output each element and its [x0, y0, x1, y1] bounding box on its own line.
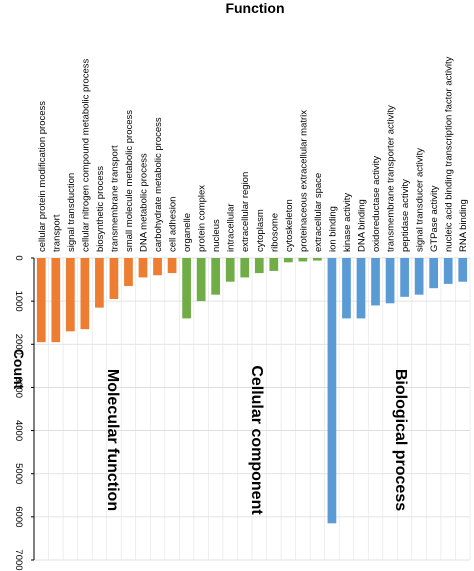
y-tick-label: 3000 — [13, 377, 24, 398]
category-label: kinase activity — [342, 193, 353, 252]
bar — [36, 258, 46, 343]
y-tick-label: 0 — [13, 255, 24, 260]
category-label: carbohydrate metabolic process — [153, 117, 164, 252]
category-label: biosynthetic process — [95, 166, 106, 252]
bar — [443, 258, 453, 284]
category-label: ion binding — [327, 206, 338, 252]
y-axis-title: Count — [11, 349, 27, 390]
bar — [225, 258, 235, 282]
bar — [429, 258, 439, 289]
bar — [342, 258, 351, 319]
category-label: nucleus — [211, 219, 222, 252]
category-label: transmembrane transporter activity — [386, 105, 397, 252]
category-label: cytoplasm — [255, 209, 266, 252]
bar — [196, 258, 206, 302]
bar — [51, 258, 61, 343]
bar — [109, 258, 119, 299]
bar — [240, 258, 250, 278]
y-tick-label: 7000 — [13, 549, 24, 570]
chart-title: Function — [225, 0, 284, 16]
series-annotation: Molecular function — [104, 369, 121, 511]
bar — [138, 258, 148, 278]
y-tick-label: 6000 — [13, 506, 24, 527]
bar — [211, 258, 221, 295]
bar — [124, 258, 133, 287]
bar — [80, 258, 90, 330]
y-axis: 0 1000 2000 3000 4000 5000 6000 7000 — [13, 255, 35, 571]
category-label: transport — [51, 214, 62, 252]
bar — [283, 258, 293, 263]
category-label: nucleic acid binding transcription facto… — [444, 56, 455, 252]
bar — [167, 258, 177, 274]
bar — [371, 258, 380, 306]
category-label: cell adhesion — [168, 197, 179, 252]
bar — [400, 258, 409, 297]
category-label: extracellular space — [313, 173, 324, 252]
category-label: oxidoreductase activity — [371, 156, 382, 252]
y-tick-label: 2000 — [13, 334, 24, 355]
bar — [327, 258, 337, 524]
bar — [414, 258, 424, 295]
bar — [385, 258, 395, 304]
bar — [182, 258, 191, 319]
category-label: transmembrane transport — [109, 145, 120, 252]
series-annotations: Molecular function Cellular component Biol… — [104, 365, 409, 515]
bar — [269, 258, 279, 271]
category-label: signal transduction — [66, 173, 77, 252]
category-label: signal transducer activity — [415, 148, 426, 252]
bar — [95, 258, 104, 308]
y-tick-label: 1000 — [13, 291, 24, 312]
category-labels: cellular protein modification process tra… — [37, 56, 469, 252]
category-label: cellular nitrogen compound metabolic pro… — [80, 58, 91, 252]
category-label: cellular protein modification process — [37, 101, 48, 252]
bar — [65, 258, 75, 332]
bar — [356, 258, 366, 319]
bar — [298, 258, 308, 262]
category-label: RNA binding — [458, 199, 469, 252]
category-label: ribosome — [269, 213, 280, 252]
category-label: cytoskeleton — [284, 199, 295, 252]
y-tick-label: 4000 — [13, 420, 24, 441]
bar — [254, 258, 264, 274]
category-label: DNA binding — [357, 199, 368, 252]
category-label: extracellular region — [240, 172, 251, 252]
series-annotation: Biological process — [392, 369, 409, 511]
category-label: GTPase activity — [429, 185, 440, 252]
y-tick-label: 5000 — [13, 463, 24, 484]
bar — [313, 258, 322, 261]
category-label: small molecule metabolic process — [124, 110, 135, 252]
category-label: protein complex — [197, 185, 208, 252]
bar — [458, 258, 468, 282]
gridlines — [33, 257, 471, 561]
bar — [153, 258, 162, 276]
category-label: DNA metabolic process — [139, 153, 150, 252]
category-label: peptidase activity — [400, 179, 411, 252]
category-label: intracellular — [226, 203, 237, 252]
category-label: organelle — [182, 213, 193, 252]
series-annotation: Cellular component — [248, 365, 265, 515]
category-label: proteinaceous extracellular matrix — [298, 110, 309, 252]
bars-group — [36, 258, 468, 524]
